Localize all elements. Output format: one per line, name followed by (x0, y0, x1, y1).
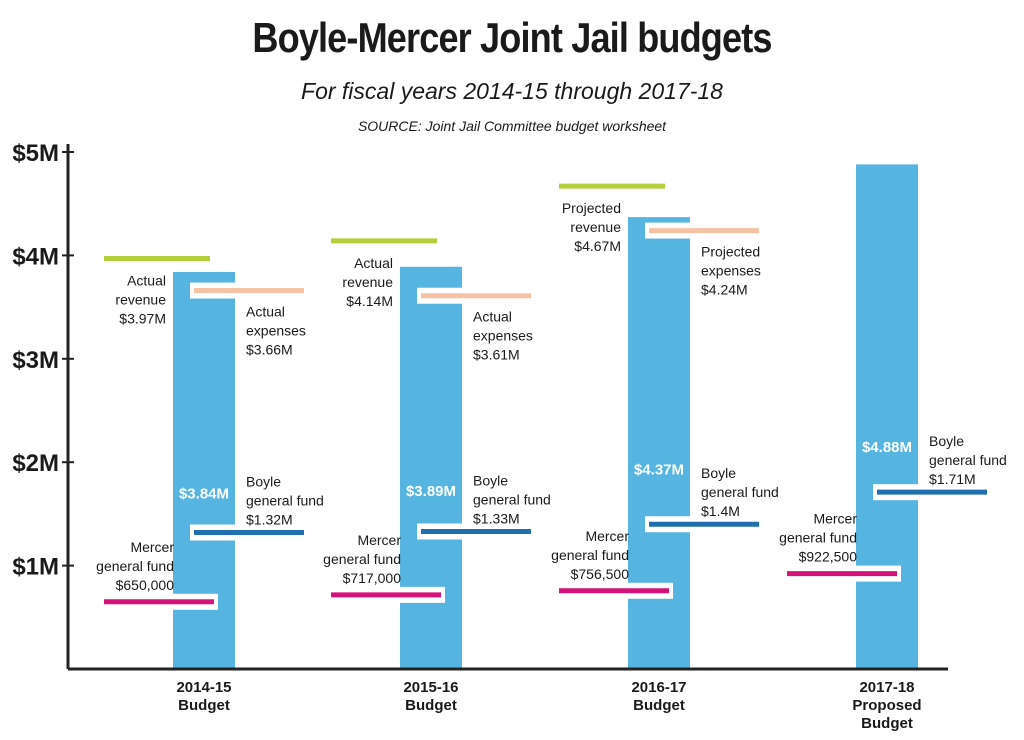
revenue-label: revenue (342, 274, 393, 290)
expenses-label: expenses (246, 323, 306, 339)
mercer-fund-label: general fund (551, 547, 629, 563)
category-label: Budget (633, 697, 685, 714)
category-label: 2014-15 (176, 679, 231, 696)
boyle-fund-label: $1.71M (929, 471, 976, 487)
category-label: Budget (861, 715, 913, 732)
y-tick-label: $3M (12, 347, 59, 374)
y-tick-label: $5M (12, 140, 59, 167)
boyle-fund-label: Boyle (701, 465, 736, 481)
y-tick-label: $2M (12, 450, 59, 477)
y-tick-label: $1M (12, 554, 59, 581)
chart-labels: $3.84M $3.89M $4.37M $4.88M Actual revenue $3.… (12, 140, 1007, 732)
boyle-fund-label: general fund (473, 491, 551, 507)
budget-bar (400, 266, 462, 669)
category-label: 2016-17 (631, 679, 686, 696)
boyle-fund-label: $1.4M (701, 503, 740, 519)
bar-value-label: $4.88M (862, 439, 912, 456)
axes (62, 144, 948, 671)
boyle-fund-label: $1.33M (473, 510, 520, 526)
boyle-fund-label: general fund (929, 452, 1007, 468)
expenses-label: expenses (701, 263, 761, 279)
fund-markers (100, 183, 991, 610)
bar-value-label: $3.89M (406, 483, 456, 500)
expenses-label: $3.66M (246, 342, 293, 358)
mercer-fund-label: $717,000 (343, 570, 402, 586)
category-label: 2017-18 (859, 679, 914, 696)
mercer-fund-label: $756,500 (571, 566, 630, 582)
expenses-label: Actual (473, 309, 512, 325)
revenue-label: $3.97M (119, 311, 166, 327)
budget-bar (856, 164, 918, 669)
category-label: 2015-16 (403, 679, 458, 696)
expenses-label: Projected (701, 244, 760, 260)
boyle-fund-label: Boyle (246, 474, 281, 490)
expenses-label: $4.24M (701, 282, 748, 298)
mercer-fund-label: general fund (323, 551, 401, 567)
y-tick-label: $4M (12, 243, 59, 270)
chart-subtitle: For fiscal years 2014-15 through 2017-18 (301, 78, 723, 104)
budget-bars (173, 164, 918, 669)
bar-value-label: $4.37M (634, 462, 684, 479)
boyle-fund-label: Boyle (473, 472, 508, 488)
mercer-fund-label: $650,000 (116, 577, 175, 593)
mercer-fund-label: Mercer (585, 528, 629, 544)
revenue-label: Projected (562, 200, 621, 216)
expenses-label: expenses (473, 328, 533, 344)
mercer-fund-label: general fund (96, 558, 174, 574)
boyle-fund-label: general fund (701, 484, 779, 500)
chart-title: Boyle-Mercer Joint Jail budgets (252, 14, 772, 61)
revenue-label: Actual (354, 255, 393, 271)
mercer-fund-label: general fund (779, 530, 857, 546)
boyle-fund-label: general fund (246, 493, 324, 509)
mercer-fund-label: Mercer (130, 539, 174, 555)
expenses-label: $3.61M (473, 347, 520, 363)
mercer-fund-label: Mercer (813, 511, 857, 527)
revenue-label: revenue (115, 292, 166, 308)
boyle-fund-label: Boyle (929, 433, 964, 449)
chart-source: SOURCE: Joint Jail Committee budget work… (357, 118, 667, 134)
category-label: Budget (178, 697, 230, 714)
bar-value-label: $3.84M (179, 485, 229, 502)
mercer-fund-label: $922,500 (799, 549, 858, 565)
category-label: Budget (405, 697, 457, 714)
boyle-fund-label: $1.32M (246, 512, 293, 528)
mercer-fund-label: Mercer (357, 532, 401, 548)
revenue-label: revenue (570, 219, 621, 235)
revenue-label: Actual (127, 273, 166, 289)
category-label: Proposed (852, 697, 921, 714)
revenue-label: $4.14M (346, 293, 393, 309)
expenses-label: Actual (246, 304, 285, 320)
budget-bar (628, 217, 690, 669)
revenue-label: $4.67M (574, 238, 621, 254)
